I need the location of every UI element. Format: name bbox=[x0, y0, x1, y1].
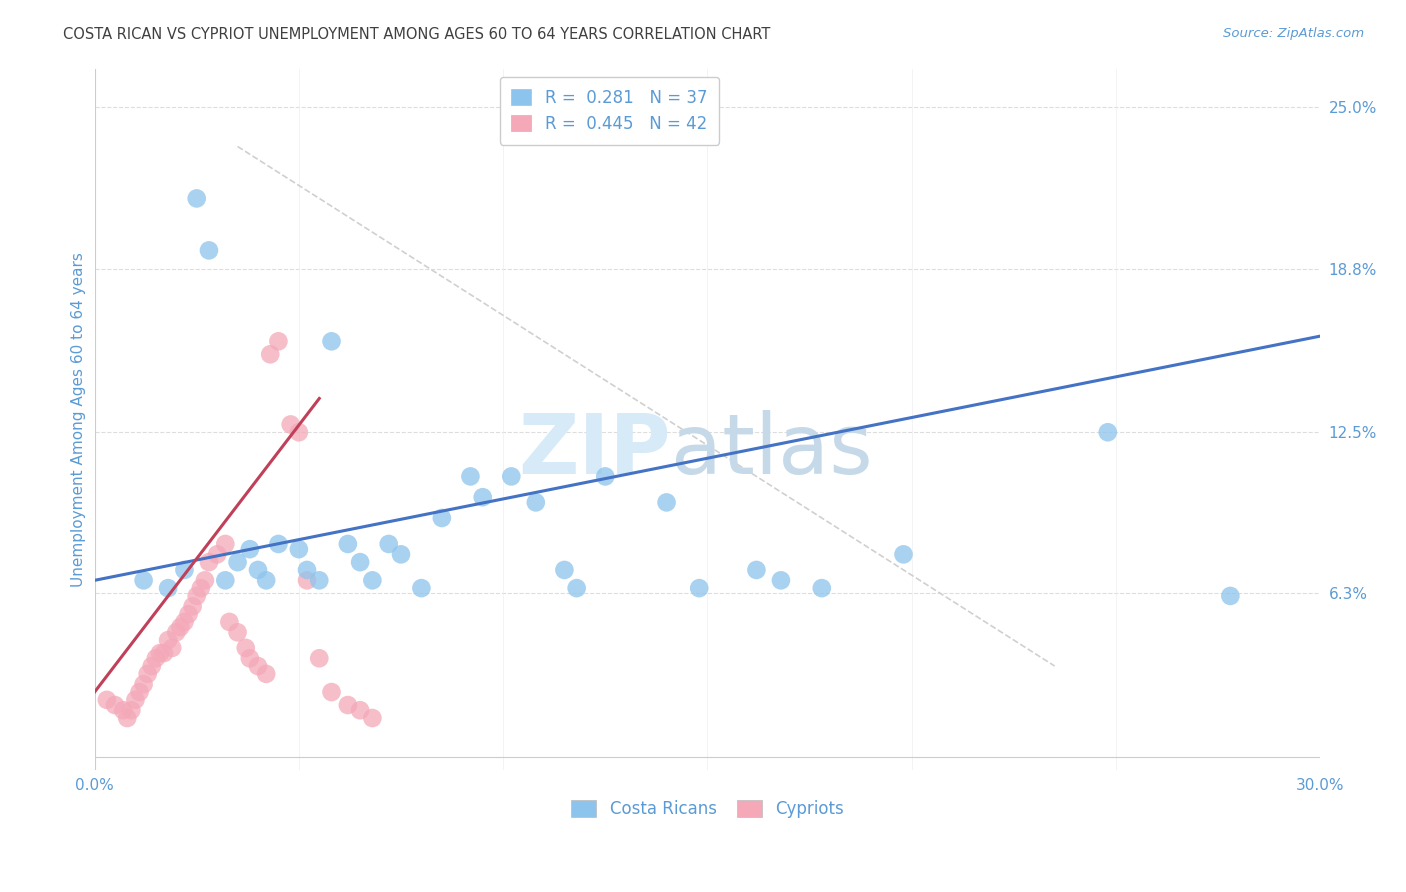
Point bbox=[160, 640, 183, 655]
Point bbox=[198, 555, 221, 569]
Point bbox=[524, 495, 547, 509]
Point bbox=[259, 347, 281, 361]
Point bbox=[377, 537, 399, 551]
Point bbox=[157, 633, 180, 648]
Point bbox=[254, 666, 277, 681]
Point bbox=[411, 581, 433, 595]
Point bbox=[194, 574, 217, 588]
Point bbox=[239, 651, 262, 665]
Point bbox=[128, 685, 150, 699]
Point bbox=[117, 711, 139, 725]
Point bbox=[181, 599, 204, 614]
Text: ZIP: ZIP bbox=[519, 410, 671, 491]
Point bbox=[214, 574, 236, 588]
Point bbox=[593, 469, 616, 483]
Point bbox=[104, 698, 127, 712]
Point bbox=[745, 563, 768, 577]
Point bbox=[246, 659, 269, 673]
Point bbox=[177, 607, 200, 621]
Point bbox=[239, 542, 262, 557]
Point bbox=[553, 563, 575, 577]
Point bbox=[288, 542, 311, 557]
Point bbox=[321, 334, 343, 349]
Point bbox=[132, 677, 155, 691]
Point bbox=[235, 640, 257, 655]
Point bbox=[280, 417, 302, 432]
Point bbox=[688, 581, 710, 595]
Point bbox=[295, 563, 318, 577]
Text: COSTA RICAN VS CYPRIOT UNEMPLOYMENT AMONG AGES 60 TO 64 YEARS CORRELATION CHART: COSTA RICAN VS CYPRIOT UNEMPLOYMENT AMON… bbox=[63, 27, 770, 42]
Point bbox=[169, 620, 191, 634]
Point bbox=[254, 574, 277, 588]
Point bbox=[205, 547, 228, 561]
Point bbox=[214, 537, 236, 551]
Point bbox=[157, 581, 180, 595]
Point bbox=[389, 547, 412, 561]
Point bbox=[893, 547, 915, 561]
Point bbox=[190, 581, 212, 595]
Point bbox=[145, 651, 167, 665]
Point bbox=[132, 574, 155, 588]
Point bbox=[186, 191, 208, 205]
Point bbox=[810, 581, 832, 595]
Point bbox=[267, 334, 290, 349]
Point bbox=[308, 651, 330, 665]
Point bbox=[336, 537, 359, 551]
Point bbox=[1219, 589, 1241, 603]
Text: Source: ZipAtlas.com: Source: ZipAtlas.com bbox=[1223, 27, 1364, 40]
Point bbox=[349, 555, 371, 569]
Y-axis label: Unemployment Among Ages 60 to 64 years: Unemployment Among Ages 60 to 64 years bbox=[72, 252, 86, 587]
Point bbox=[141, 659, 163, 673]
Point bbox=[1097, 425, 1119, 440]
Point bbox=[165, 625, 187, 640]
Point bbox=[218, 615, 240, 629]
Point bbox=[361, 574, 384, 588]
Point bbox=[655, 495, 678, 509]
Point bbox=[769, 574, 792, 588]
Point bbox=[288, 425, 311, 440]
Point bbox=[136, 666, 159, 681]
Point bbox=[173, 615, 195, 629]
Point bbox=[186, 589, 208, 603]
Point bbox=[226, 555, 249, 569]
Point bbox=[565, 581, 588, 595]
Legend: Costa Ricans, Cypriots: Costa Ricans, Cypriots bbox=[565, 793, 851, 825]
Point bbox=[471, 490, 494, 504]
Point bbox=[295, 574, 318, 588]
Point bbox=[173, 563, 195, 577]
Point bbox=[336, 698, 359, 712]
Point bbox=[149, 646, 172, 660]
Point bbox=[226, 625, 249, 640]
Point bbox=[267, 537, 290, 551]
Point bbox=[308, 574, 330, 588]
Point bbox=[246, 563, 269, 577]
Point bbox=[321, 685, 343, 699]
Point bbox=[120, 703, 142, 717]
Point bbox=[460, 469, 482, 483]
Point bbox=[361, 711, 384, 725]
Point bbox=[112, 703, 135, 717]
Point bbox=[124, 693, 146, 707]
Point bbox=[153, 646, 176, 660]
Text: atlas: atlas bbox=[671, 410, 872, 491]
Point bbox=[501, 469, 523, 483]
Point bbox=[198, 244, 221, 258]
Point bbox=[96, 693, 118, 707]
Point bbox=[349, 703, 371, 717]
Point bbox=[430, 511, 453, 525]
